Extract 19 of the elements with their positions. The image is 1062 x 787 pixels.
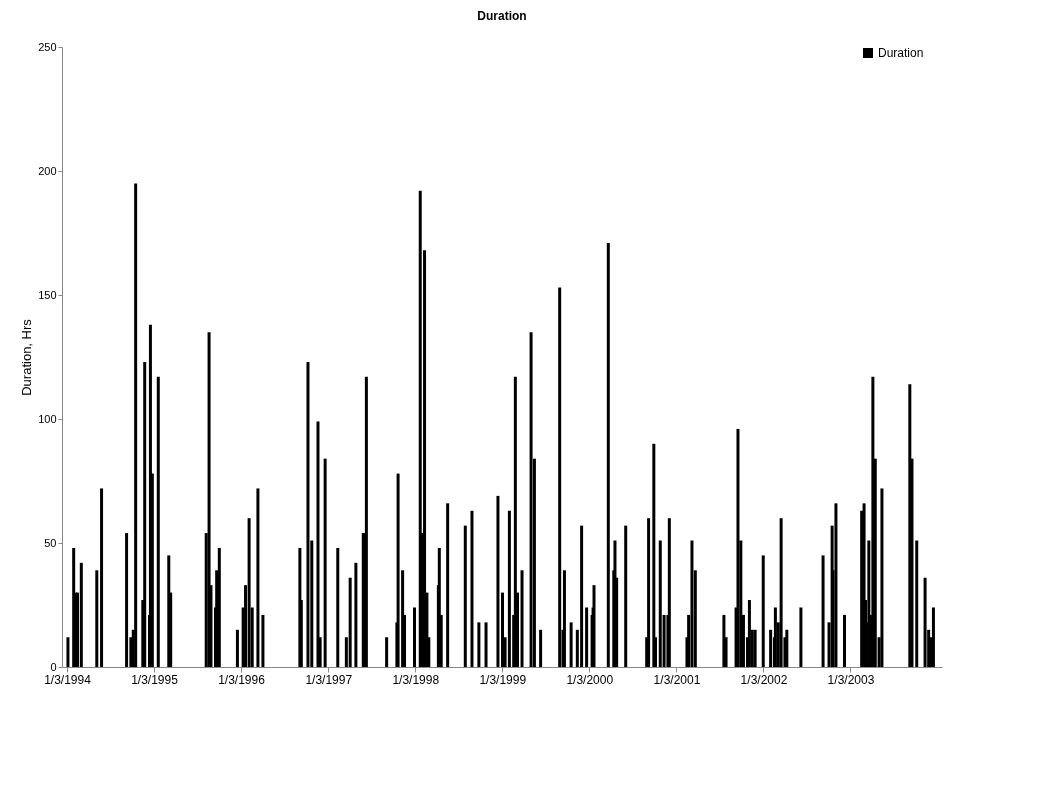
y-tick-label: 0: [50, 660, 57, 673]
y-tick-label: 100: [38, 412, 57, 425]
x-tick-label: 1/3/1997: [305, 672, 353, 687]
x-tick-label: 1/3/1998: [392, 672, 440, 687]
y-tick-label: 50: [44, 536, 57, 549]
y-tick-label: 150: [38, 288, 57, 301]
y-axis-title: Duration, Hrs: [19, 318, 35, 396]
x-tick-label: 1/3/1995: [131, 672, 179, 687]
x-tick-label: 1/3/1999: [479, 672, 527, 687]
x-tick-label: 1/3/2001: [653, 672, 701, 687]
y-tick-label: 250: [38, 40, 57, 53]
x-tick-label: 1/3/1994: [44, 672, 92, 687]
x-tick-label: 1/3/2002: [740, 672, 788, 687]
chart-title: Duration: [477, 9, 527, 23]
y-tick-label: 200: [38, 164, 57, 177]
legend-label: Duration: [878, 46, 924, 60]
x-tick-label: 1/3/1996: [218, 672, 266, 687]
x-tick-label: 1/3/2000: [566, 672, 614, 687]
x-tick-label: 1/3/2003: [827, 672, 875, 687]
